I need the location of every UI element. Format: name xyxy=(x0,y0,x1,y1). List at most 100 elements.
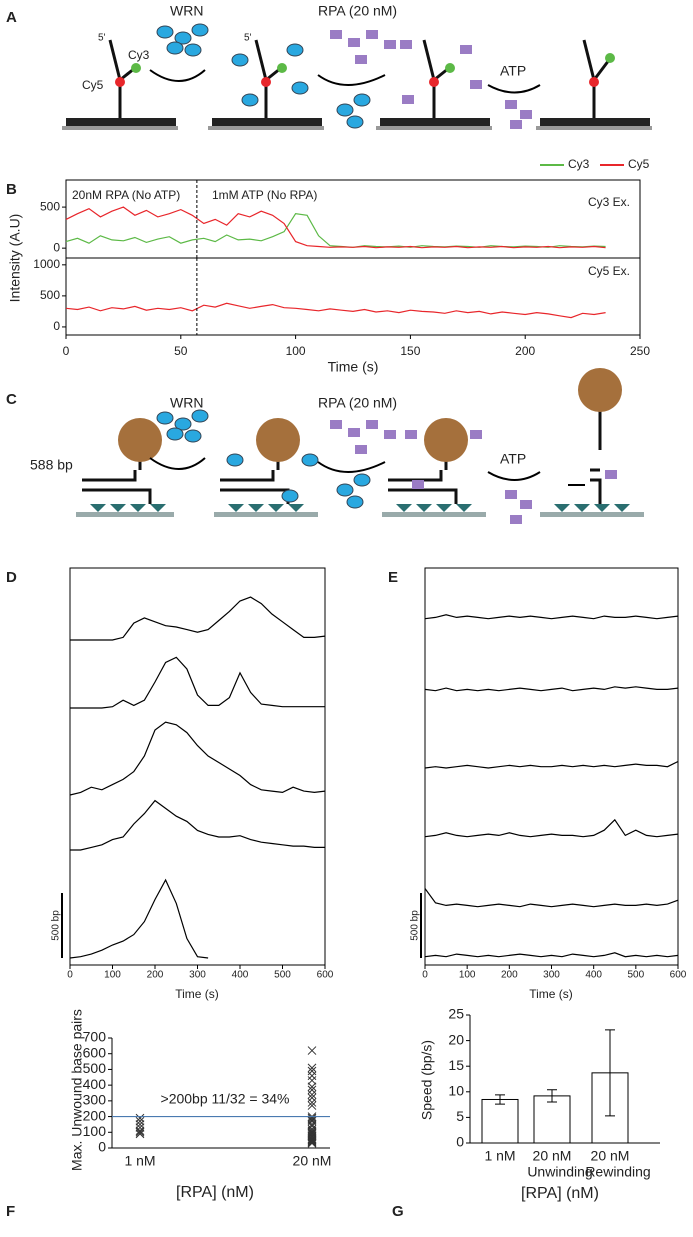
label: Cy3 xyxy=(128,48,150,62)
y-tick-label: 20 xyxy=(448,1031,464,1047)
label: WRN xyxy=(170,3,203,19)
x-tick-label: 20 nM xyxy=(591,1148,630,1164)
point xyxy=(135,1120,145,1129)
trace xyxy=(65,302,606,319)
y-tick-label: 600 xyxy=(83,1044,107,1060)
bar xyxy=(481,1098,519,1144)
x-tick-label: 500 xyxy=(274,970,291,981)
trace xyxy=(424,952,679,958)
label: 5' xyxy=(98,33,106,44)
x-tick-label: 100 xyxy=(104,970,121,981)
trace xyxy=(424,760,679,769)
point xyxy=(307,1113,317,1123)
label: Cy5 xyxy=(82,78,104,92)
annotation: >200bp 11/32 = 34% xyxy=(161,1091,290,1107)
x-tick-label: 600 xyxy=(317,970,334,981)
panel-label: F xyxy=(6,1203,15,1220)
point xyxy=(307,1135,317,1144)
y-tick-label: 200 xyxy=(83,1107,107,1123)
point xyxy=(307,1101,317,1110)
x-tick-label: 0 xyxy=(67,970,73,981)
y-tick-label: 10 xyxy=(448,1083,464,1099)
panel-label: B xyxy=(6,181,17,198)
panel-label: E xyxy=(388,569,398,586)
y-tick-label: 500 xyxy=(40,288,60,302)
x-tick-label: 20 nM xyxy=(293,1153,332,1169)
point xyxy=(307,1098,317,1107)
error-bar xyxy=(605,1029,615,1117)
annotation: 1mM ATP (No RPA) xyxy=(212,188,317,202)
error-bar xyxy=(495,1094,505,1105)
trace xyxy=(65,213,606,248)
anchors xyxy=(90,504,630,512)
label: WRN xyxy=(170,395,203,411)
y-tick-label: 5 xyxy=(456,1108,464,1124)
diagram-c: WRN RPA (20 nM) ATP 588 bp xyxy=(30,368,644,524)
y-axis-label: Speed (bp/s) xyxy=(419,1040,435,1120)
panel-label: G xyxy=(392,1203,404,1220)
label: RPA (20 nM) xyxy=(318,3,397,19)
y-tick-label: 500 xyxy=(40,199,60,213)
trace xyxy=(70,656,325,709)
label: 588 bp xyxy=(30,457,73,473)
y-tick-label: 0 xyxy=(98,1139,106,1155)
scale-bar-label: 500 bp xyxy=(51,910,62,941)
point xyxy=(135,1129,145,1139)
y-tick-label: 25 xyxy=(448,1006,464,1022)
y-tick-label: 400 xyxy=(83,1076,107,1092)
y-tick-label: 700 xyxy=(83,1029,107,1045)
x-tick-label: 200 xyxy=(515,344,535,358)
label: ATP xyxy=(500,63,526,79)
y-tick-label: 300 xyxy=(83,1092,107,1108)
rpa-proteins xyxy=(330,30,532,129)
plot-frame xyxy=(65,257,641,336)
x-axis-label: [RPA] (nM) xyxy=(521,1185,599,1202)
y-tick-label: 0 xyxy=(53,319,60,333)
point xyxy=(135,1123,145,1132)
x-axis-label: Time (s) xyxy=(175,987,219,1001)
panel-label: A xyxy=(6,9,17,26)
point xyxy=(307,1135,317,1145)
dyes xyxy=(115,53,615,87)
x-tick-label: 20 nM xyxy=(533,1148,572,1164)
point xyxy=(307,1138,317,1147)
rpa-proteins xyxy=(330,420,617,524)
x-tick-label: 1 nM xyxy=(124,1153,155,1169)
point xyxy=(135,1126,145,1136)
panel-labels: A B C D E F G xyxy=(6,9,404,1220)
scale-bar-label: 500 bp xyxy=(410,910,421,941)
label: RPA (20 nM) xyxy=(318,395,397,411)
wrn-proteins xyxy=(156,409,371,509)
x-tick-label: 500 xyxy=(627,970,644,981)
panel-label: C xyxy=(6,391,17,408)
x-tick-label: 600 xyxy=(670,970,687,981)
y-tick-label: 0 xyxy=(456,1134,464,1150)
x-axis-label: Time (s) xyxy=(328,359,379,375)
x-tick-label: 400 xyxy=(585,970,602,981)
point xyxy=(307,1071,317,1081)
y-axis-label: Intensity (A.U) xyxy=(7,214,23,303)
y-tick-label: 0 xyxy=(53,240,60,254)
point xyxy=(307,1138,317,1148)
arrows xyxy=(149,69,541,94)
x-tick-label: 0 xyxy=(422,970,428,981)
x-tick-label: 1 nM xyxy=(484,1148,515,1164)
beads xyxy=(118,368,622,462)
x-tick-label: 400 xyxy=(232,970,249,981)
point xyxy=(135,1113,145,1123)
x-tick-label: 200 xyxy=(147,970,164,981)
point xyxy=(135,1127,145,1137)
trace xyxy=(65,206,606,249)
y-tick-label: 15 xyxy=(448,1057,464,1073)
trace xyxy=(69,878,209,959)
trace xyxy=(70,596,326,641)
x-tick-label: 300 xyxy=(189,970,206,981)
x-tick-label: 100 xyxy=(459,970,476,981)
legend-label: Cy3 xyxy=(568,157,590,171)
y-tick-label: 1000 xyxy=(33,257,60,271)
legend-label: Cy5 xyxy=(628,157,650,171)
trace xyxy=(424,888,679,908)
x-tick-label: 200 xyxy=(501,970,518,981)
x-axis-label: Time (s) xyxy=(529,987,573,1001)
